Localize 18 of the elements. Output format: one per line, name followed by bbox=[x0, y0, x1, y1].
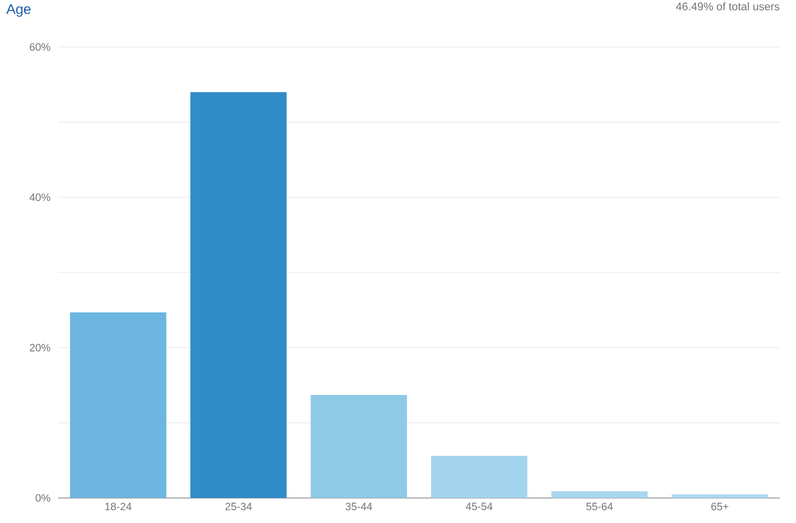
x-tick-label: 35-44 bbox=[346, 502, 372, 510]
y-tick-label: 60% bbox=[30, 43, 50, 51]
y-tick-label: 0% bbox=[36, 494, 50, 502]
bar bbox=[190, 92, 287, 498]
bar bbox=[70, 312, 166, 498]
y-tick-label: 20% bbox=[30, 344, 50, 352]
y-tick-label: 40% bbox=[30, 194, 50, 202]
bar bbox=[551, 491, 648, 498]
x-tick-label: 18-24 bbox=[105, 502, 132, 510]
x-tick-label: 65+ bbox=[711, 502, 728, 510]
bar bbox=[672, 494, 768, 498]
x-tick-label: 25-34 bbox=[225, 502, 252, 510]
chart-subtitle: 46.49% of total users bbox=[676, 2, 780, 10]
chart-title: Age bbox=[6, 4, 31, 17]
bar bbox=[431, 456, 528, 498]
bar bbox=[310, 395, 407, 498]
x-tick-label: 55-64 bbox=[586, 502, 613, 510]
x-tick-label: 45-54 bbox=[466, 502, 492, 510]
